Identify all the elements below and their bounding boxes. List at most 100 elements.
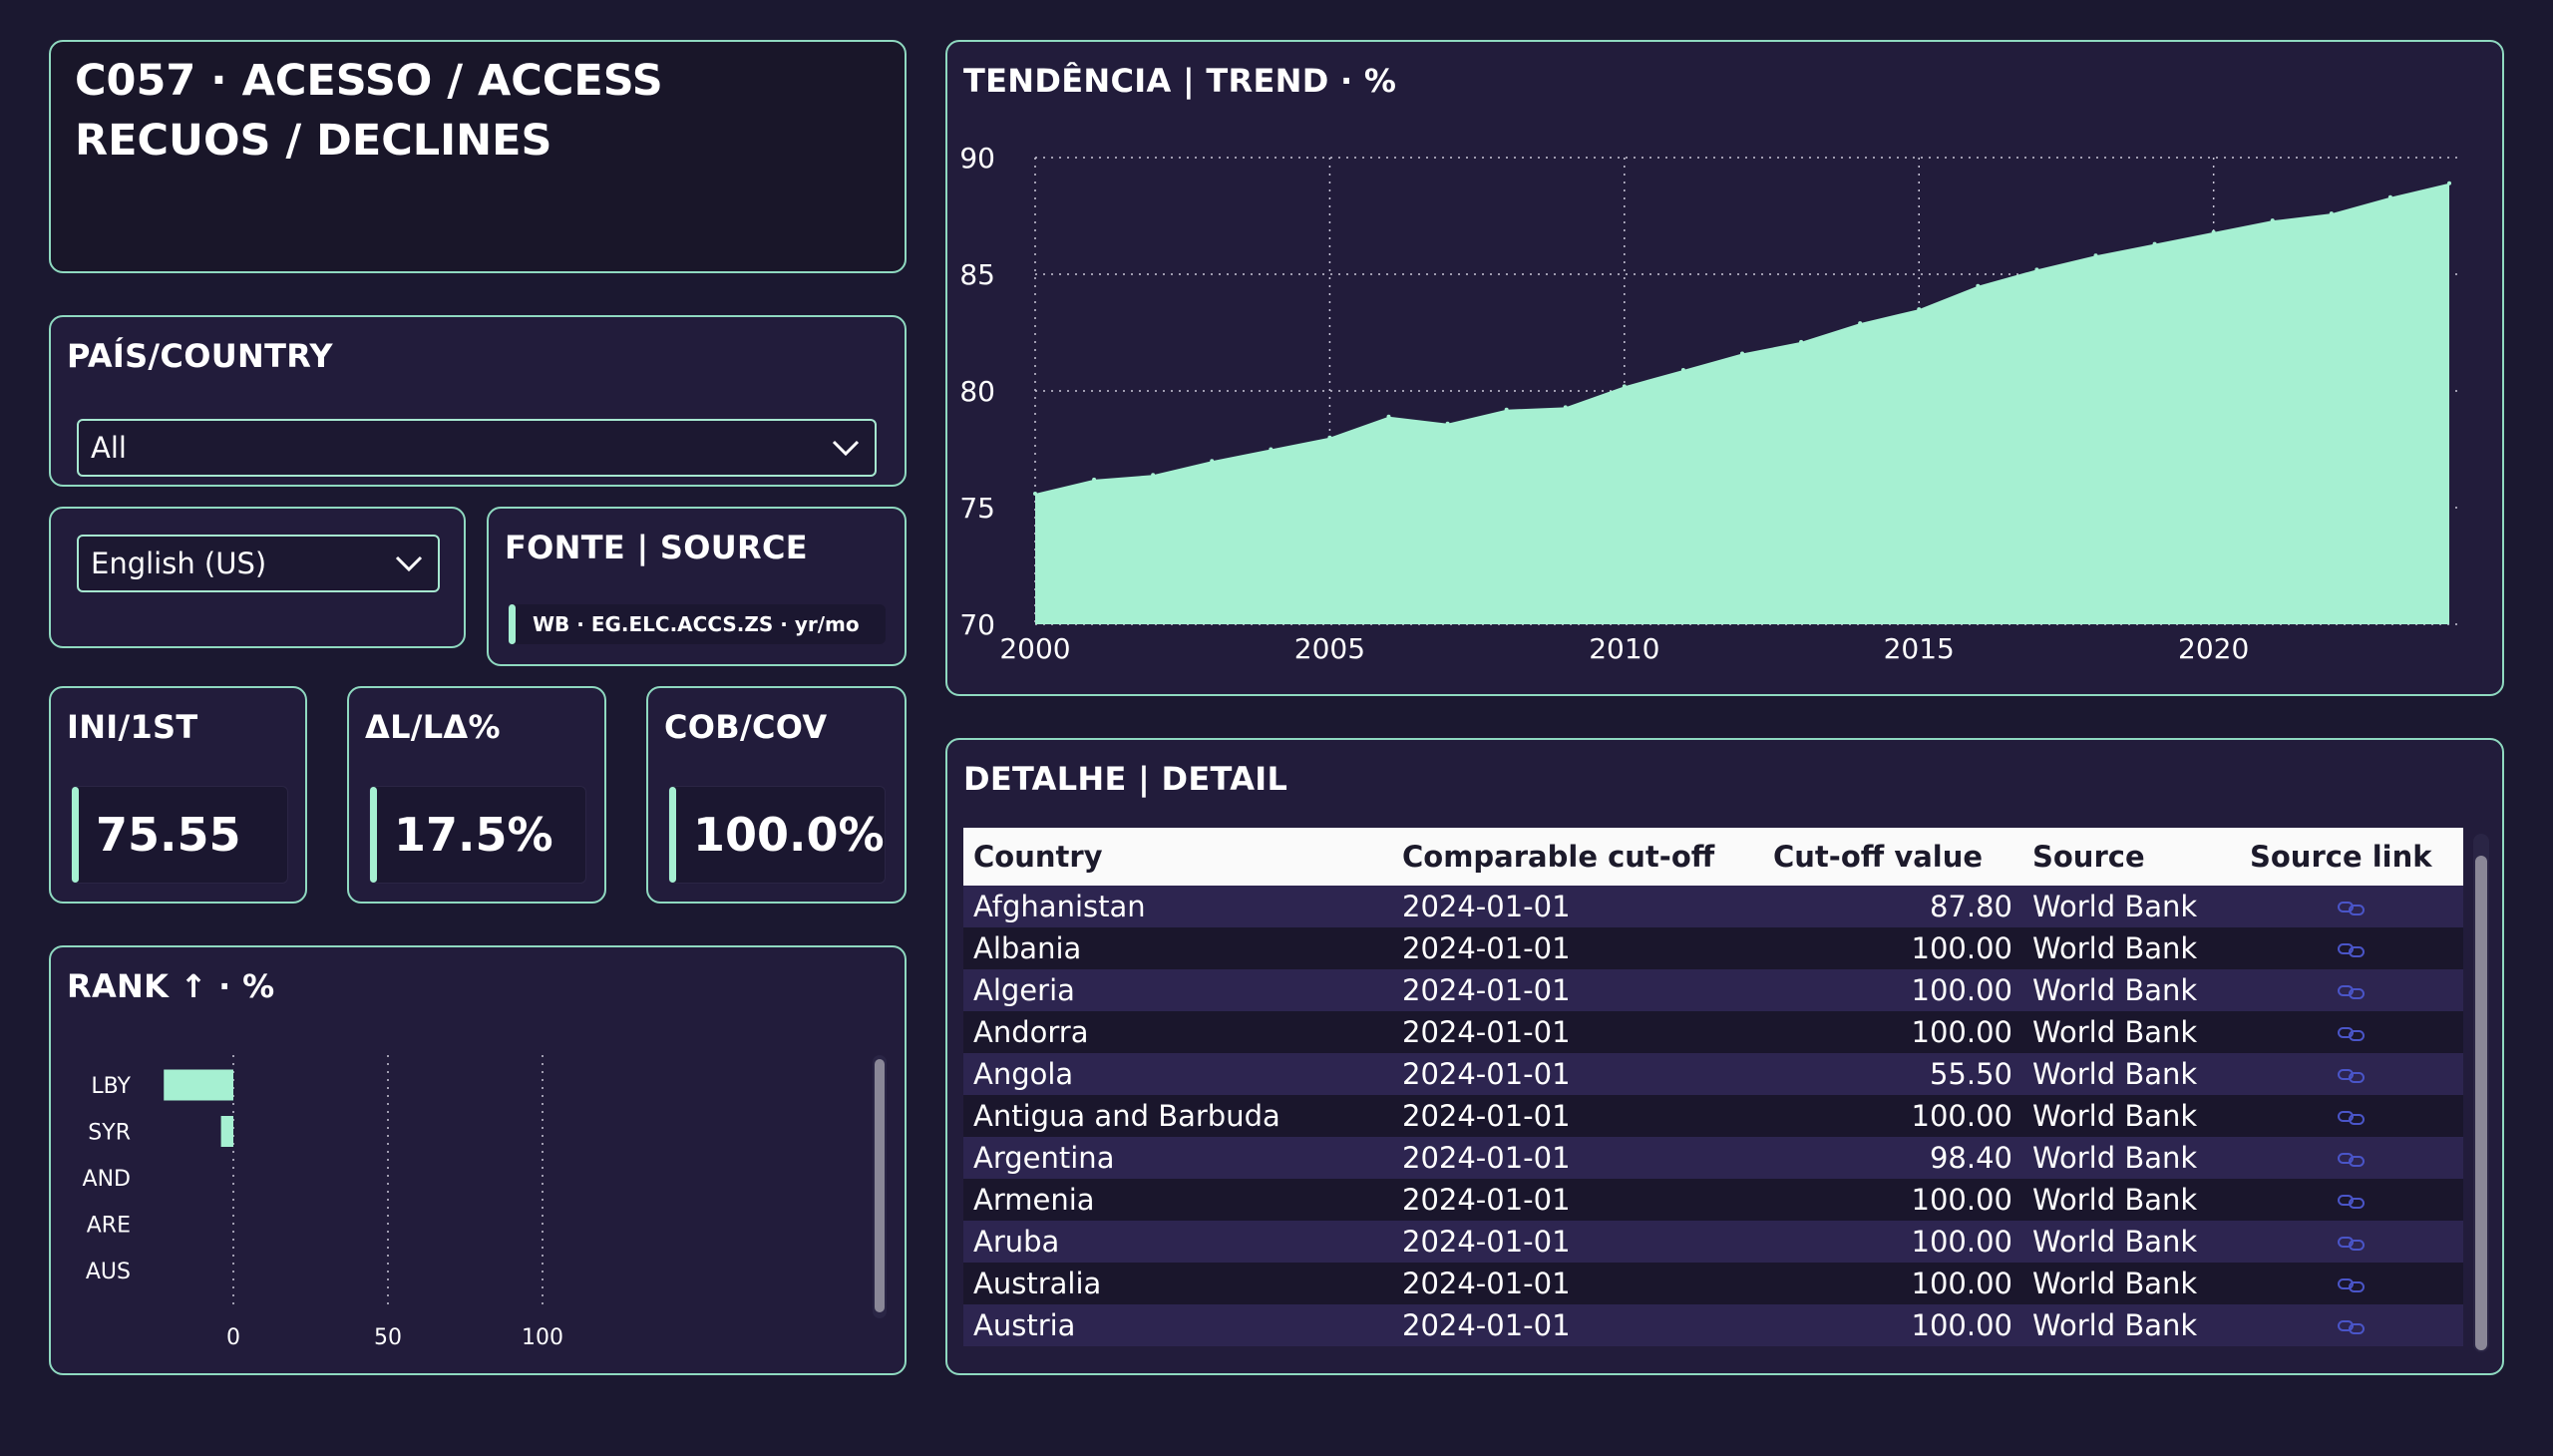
cell-source: World Bank (2022, 1221, 2240, 1263)
cell-value: 98.40 (1763, 1137, 2022, 1179)
table-row[interactable]: Argentina 2024-01-01 98.40 World Bank (963, 1137, 2463, 1179)
link-icon[interactable] (2337, 1109, 2367, 1127)
column-header-country[interactable]: Country (963, 828, 1392, 886)
rank-x-tick-label: 0 (226, 1325, 240, 1350)
trend-point (1799, 339, 1804, 344)
cell-value: 87.80 (1763, 886, 2022, 927)
link-icon[interactable] (2337, 983, 2367, 1001)
table-row[interactable]: Angola 2024-01-01 55.50 World Bank (963, 1053, 2463, 1095)
rank-scrollbar-thumb[interactable] (875, 1059, 885, 1312)
column-header-cutoff[interactable]: Comparable cut-off (1392, 828, 1763, 886)
table-row[interactable]: Australia 2024-01-01 100.00 World Bank (963, 1263, 2463, 1304)
trend-title: TENDÊNCIA | TREND · % (963, 62, 1397, 100)
source-card: FONTE | SOURCE WB · EG.ELC.ACCS.ZS · yr/… (487, 507, 907, 666)
x-tick-label: 2005 (1294, 632, 1365, 665)
cell-value: 55.50 (1763, 1053, 2022, 1095)
trend-point (2387, 194, 2392, 199)
table-row[interactable]: Austria 2024-01-01 100.00 World Bank (963, 1304, 2463, 1346)
kpi-label: COB/COV (664, 708, 828, 746)
title-card: C057 · ACESSO / ACCESS RECUOS / DECLINES (49, 40, 907, 273)
cell-source-link (2240, 1179, 2463, 1221)
cell-value: 100.00 (1763, 1179, 2022, 1221)
detail-card: DETALHE | DETAIL Country Comparable cut-… (945, 738, 2504, 1375)
link-icon[interactable] (2337, 941, 2367, 959)
trend-point (1445, 421, 1450, 426)
table-row[interactable]: Albania 2024-01-01 100.00 World Bank (963, 927, 2463, 969)
column-header-link[interactable]: Source link (2240, 828, 2463, 886)
link-icon[interactable] (2337, 1235, 2367, 1253)
link-icon[interactable] (2337, 1067, 2367, 1085)
detail-scrollbar-thumb[interactable] (2475, 856, 2487, 1350)
table-row[interactable]: Aruba 2024-01-01 100.00 World Bank (963, 1221, 2463, 1263)
column-header-source[interactable]: Source (2022, 828, 2240, 886)
cell-source-link (2240, 927, 2463, 969)
table-row[interactable]: Andorra 2024-01-01 100.00 World Bank (963, 1011, 2463, 1053)
trend-point (2270, 218, 2275, 223)
country-dropdown[interactable]: All (77, 419, 877, 477)
link-icon[interactable] (2337, 1025, 2367, 1043)
cell-cutoff: 2024-01-01 (1392, 1137, 1763, 1179)
link-icon[interactable] (2337, 900, 2367, 917)
y-tick-label: 85 (959, 258, 995, 291)
cell-source: World Bank (2022, 927, 2240, 969)
detail-table: Country Comparable cut-off Cut-off value… (963, 828, 2463, 1346)
table-row[interactable]: Algeria 2024-01-01 100.00 World Bank (963, 969, 2463, 1011)
cell-source-link (2240, 1304, 2463, 1346)
trend-point (2447, 181, 2451, 185)
language-dropdown[interactable]: English (US) (77, 535, 440, 592)
cell-value: 100.00 (1763, 969, 2022, 1011)
cell-value: 100.00 (1763, 1095, 2022, 1137)
language-card: English (US) (49, 507, 466, 648)
page-title: C057 · ACESSO / ACCESS (75, 56, 663, 106)
chevron-down-icon (832, 440, 860, 457)
cell-cutoff: 2024-01-01 (1392, 1221, 1763, 1263)
cell-cutoff: 2024-01-01 (1392, 1011, 1763, 1053)
kpi-value: 100.0% (693, 808, 885, 862)
cell-country: Argentina (963, 1137, 1392, 1179)
cell-source-link (2240, 1263, 2463, 1304)
link-icon[interactable] (2337, 1318, 2367, 1336)
link-icon[interactable] (2337, 1193, 2367, 1211)
kpi-label: ΔL/LΔ% (365, 708, 501, 746)
table-row[interactable]: Antigua and Barbuda 2024-01-01 100.00 World… (963, 1095, 2463, 1137)
trend-point (1386, 414, 1391, 419)
table-row[interactable]: Afghanistan 2024-01-01 87.80 World Bank (963, 886, 2463, 927)
cell-country: Aruba (963, 1221, 1392, 1263)
kpi-card-delta: ΔL/LΔ% 17.5% (347, 686, 606, 904)
cell-country: Andorra (963, 1011, 1392, 1053)
detail-scrollbar[interactable] (2473, 834, 2489, 1352)
trend-card: TENDÊNCIA | TREND · % 70 75 80 85 90 2000 2005… (945, 40, 2504, 696)
link-icon[interactable] (2337, 1151, 2367, 1169)
trend-point (1210, 459, 1215, 464)
trend-point (1092, 477, 1097, 482)
trend-point (1504, 407, 1509, 412)
cell-source: World Bank (2022, 1011, 2240, 1053)
cell-source: World Bank (2022, 886, 2240, 927)
y-tick-label: 75 (959, 492, 995, 525)
kpi-value: 75.55 (96, 808, 241, 862)
table-header-row: Country Comparable cut-off Cut-off value… (963, 828, 2463, 886)
kpi-card-coverage: COB/COV 100.0% (646, 686, 907, 904)
y-tick-label: 80 (959, 375, 995, 408)
link-icon[interactable] (2337, 1276, 2367, 1294)
table-row[interactable]: Armenia 2024-01-01 100.00 World Bank (963, 1179, 2463, 1221)
cell-country: Algeria (963, 969, 1392, 1011)
kpi-value-box: 100.0% (668, 786, 886, 884)
cell-source-link (2240, 886, 2463, 927)
cell-source: World Bank (2022, 1263, 2240, 1304)
rank-scrollbar[interactable] (873, 1055, 887, 1318)
column-header-value[interactable]: Cut-off value (1763, 828, 2022, 886)
cell-value: 100.00 (1763, 927, 2022, 969)
cell-cutoff: 2024-01-01 (1392, 1179, 1763, 1221)
cell-source-link (2240, 1011, 2463, 1053)
cell-country: Antigua and Barbuda (963, 1095, 1392, 1137)
cell-cutoff: 2024-01-01 (1392, 1095, 1763, 1137)
x-tick-label: 2015 (1884, 632, 1955, 665)
cell-source: World Bank (2022, 1304, 2240, 1346)
rank-category-label: AUS (86, 1260, 131, 1284)
rank-card: RANK ↑ · % 0 50 100 LBY SYR AND ARE AUS (49, 945, 907, 1375)
cell-cutoff: 2024-01-01 (1392, 1263, 1763, 1304)
source-badge: WB · EG.ELC.ACCS.ZS · yr/mo (509, 604, 886, 644)
source-value: WB · EG.ELC.ACCS.ZS · yr/mo (533, 612, 860, 636)
x-tick-label: 2020 (2178, 632, 2249, 665)
